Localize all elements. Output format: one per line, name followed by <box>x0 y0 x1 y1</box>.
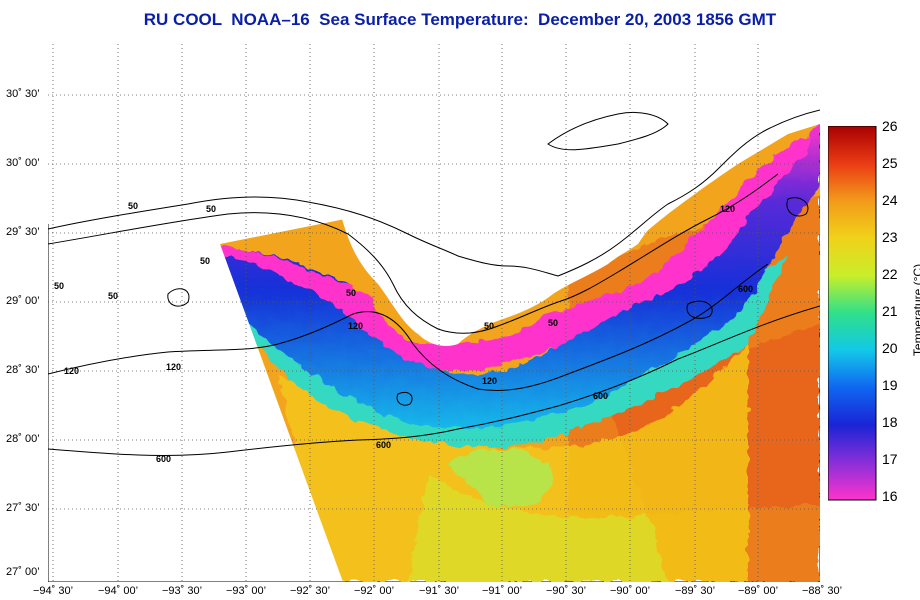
contour-label: 50 <box>108 291 118 301</box>
coastal-land <box>338 134 788 346</box>
x-tick-label: −92˚ 00’ <box>353 585 395 597</box>
contour-label: 50 <box>54 281 64 291</box>
colorbar-tick-label: 24 <box>882 192 898 208</box>
contour-120 <box>48 263 769 392</box>
contour-labels: 50 50 50 50 50 50 50 50 120 120 120 120 … <box>54 201 753 464</box>
y-tick-label: 27˚ 00’ <box>6 566 40 578</box>
x-tick-label: −92˚ 30’ <box>289 585 331 597</box>
temperature-colorbar <box>828 126 877 501</box>
contour-label: 600 <box>738 284 753 294</box>
sst-map: 50 50 50 50 50 50 50 50 120 120 120 120 … <box>48 44 820 582</box>
contour-blob <box>686 300 713 319</box>
contour-label: 50 <box>128 201 138 211</box>
x-tick-label: −89˚ 30’ <box>674 585 716 597</box>
colorbar-label: Temperature (°C) <box>911 263 920 357</box>
map-title: RU COOL NOAA–16 Sea Surface Temperature:… <box>143 10 777 29</box>
contour-label: 600 <box>593 391 608 401</box>
colorbar-tick-label: 20 <box>882 340 898 356</box>
contour-600 <box>48 305 820 456</box>
colorbar-tick-label: 18 <box>882 414 898 430</box>
x-tick-label: −88˚ 30’ <box>801 585 843 597</box>
x-tick-label: −93˚ 00’ <box>225 585 267 597</box>
contours <box>48 109 820 456</box>
contour-label: 120 <box>720 204 735 214</box>
colorbar-tick-label: 25 <box>882 155 898 171</box>
colorbar-tick-label: 21 <box>882 303 898 319</box>
contour-label: 50 <box>346 288 356 298</box>
contour-blob <box>786 197 809 217</box>
contour-label: 120 <box>64 366 79 376</box>
x-tick-label: −94˚ 00’ <box>97 585 139 597</box>
y-tick-label: 30˚ 30’ <box>6 88 40 100</box>
x-tick-label: −93˚ 30’ <box>161 585 203 597</box>
x-tick-label: −89˚ 00’ <box>737 585 779 597</box>
contour-label: 120 <box>348 321 363 331</box>
sst-swath <box>220 124 820 582</box>
colorbar-tick-label: 26 <box>882 118 898 134</box>
contour-label: 50 <box>484 321 494 331</box>
y-tick-label: 27˚ 30’ <box>6 502 40 514</box>
x-tick-label: −91˚ 30’ <box>418 585 460 597</box>
colorbar-gradient <box>828 126 877 501</box>
colorbar-tick-label: 23 <box>882 229 898 245</box>
x-tick-label: −91˚ 00’ <box>481 585 523 597</box>
contour-label: 50 <box>200 256 210 266</box>
colorbar-tick-label: 16 <box>882 488 898 504</box>
y-tick-label: 30˚ 00’ <box>6 157 40 169</box>
contour-50 <box>48 173 779 334</box>
contour-label: 50 <box>206 204 216 214</box>
inland-coast <box>547 111 669 151</box>
y-tick-label: 28˚ 00’ <box>6 433 40 445</box>
colorbar-tick-label: 17 <box>882 451 898 467</box>
x-tick-label: −94˚ 30’ <box>32 585 74 597</box>
contour-label: 50 <box>548 318 558 328</box>
contour-label: 120 <box>482 376 497 386</box>
contour-label: 600 <box>156 454 171 464</box>
y-tick-label: 29˚ 30’ <box>6 226 40 238</box>
y-tick-label: 28˚ 30’ <box>6 364 40 376</box>
x-tick-label: −90˚ 30’ <box>545 585 587 597</box>
colorbar-tick-label: 19 <box>882 377 898 393</box>
coastline <box>48 109 820 277</box>
graticule <box>48 44 820 582</box>
contour-label: 120 <box>166 362 181 372</box>
contour-blob <box>167 288 190 307</box>
colorbar-tick-label: 22 <box>882 266 898 282</box>
contour-label: 600 <box>376 440 391 450</box>
y-tick-label: 29˚ 00’ <box>6 295 40 307</box>
contour-blob <box>396 391 413 406</box>
x-tick-label: −90˚ 00’ <box>609 585 651 597</box>
